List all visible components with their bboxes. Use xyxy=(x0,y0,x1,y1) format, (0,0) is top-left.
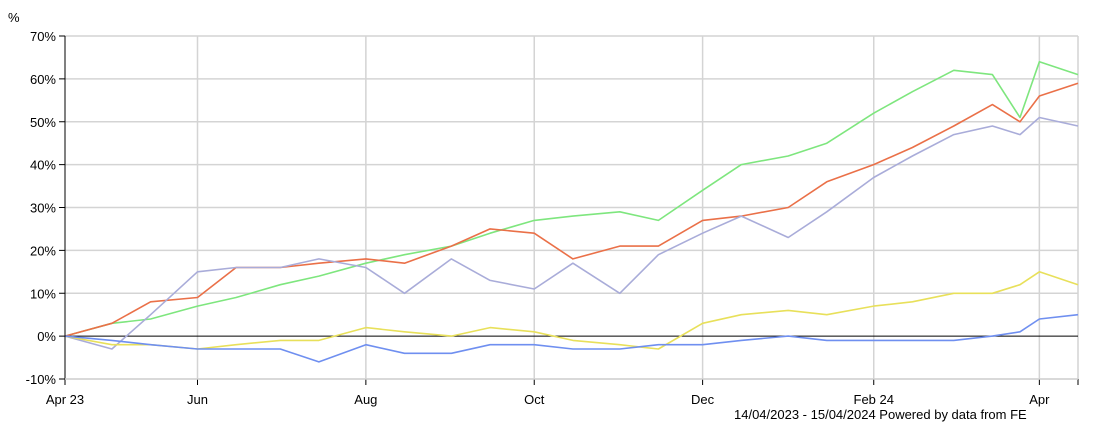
x-tick-label: Feb 24 xyxy=(854,392,894,407)
y-tick-label: 70% xyxy=(30,29,56,44)
x-tick-label: Jun xyxy=(187,392,208,407)
x-tick-label: Apr xyxy=(1029,392,1050,407)
y-tick-label: -10% xyxy=(26,372,57,387)
y-tick-label: 30% xyxy=(30,201,56,216)
series-line-4 xyxy=(64,270,1079,350)
x-tick-label: Aug xyxy=(354,392,377,407)
x-tick-label: Apr 23 xyxy=(46,392,84,407)
y-tick-label: 40% xyxy=(30,158,56,173)
y-tick-label: 60% xyxy=(30,72,56,87)
y-tick-label: 50% xyxy=(30,115,56,130)
x-tick-label: Dec xyxy=(691,392,715,407)
footer-caption: 14/04/2023 - 15/04/2024 Powered by data … xyxy=(734,407,1027,422)
series-line-5 xyxy=(64,313,1079,363)
series-line-3 xyxy=(64,116,1079,350)
series-line-1 xyxy=(64,60,1079,337)
y-tick-label: 10% xyxy=(30,286,56,301)
y-tick-label: 20% xyxy=(30,243,56,258)
y-tick-label: 0% xyxy=(37,329,56,344)
y-axis-unit: % xyxy=(8,10,20,25)
x-tick-label: Oct xyxy=(524,392,545,407)
